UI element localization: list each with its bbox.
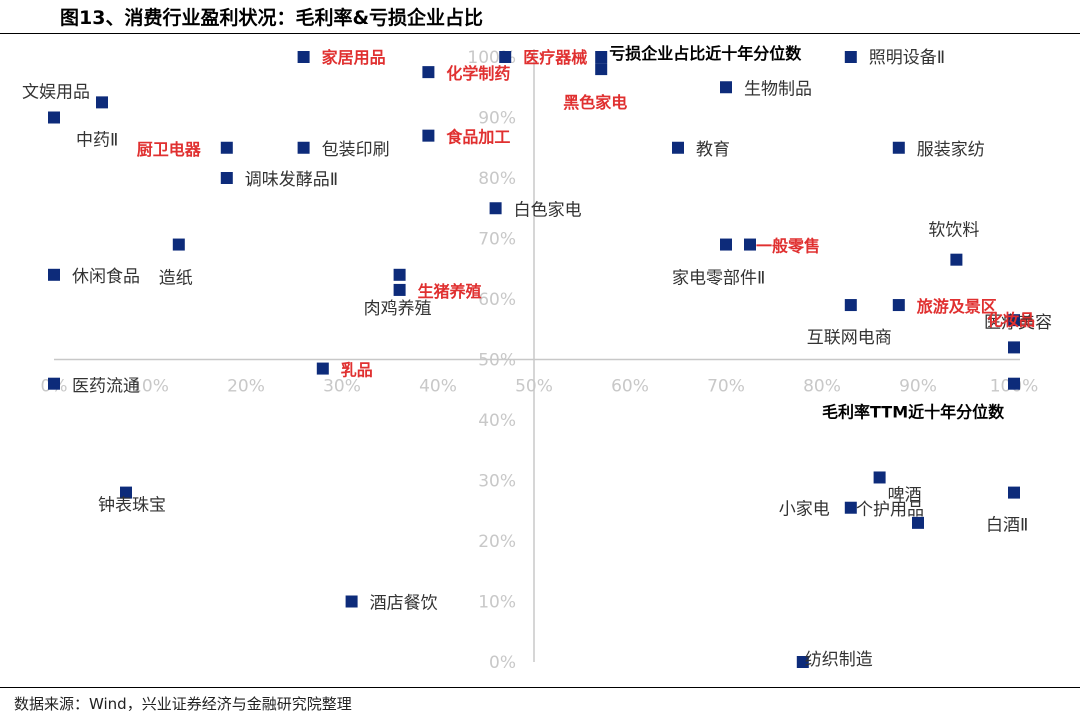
y-tick-label: 50%	[478, 351, 516, 371]
data-point	[744, 238, 756, 251]
data-point	[672, 141, 684, 154]
data-point	[393, 268, 406, 281]
point-label: 化妆品	[987, 310, 1035, 329]
point-label: 白色家电	[514, 200, 582, 220]
point-label: 互联网电商	[807, 328, 892, 348]
point-label: 钟表珠宝	[98, 496, 166, 516]
data-point	[892, 141, 905, 154]
data-point	[892, 299, 905, 312]
data-point	[220, 141, 233, 154]
point-label: 家电零部件Ⅱ	[672, 269, 765, 289]
bottom-rule	[0, 687, 1080, 688]
data-point	[48, 377, 60, 390]
data-point	[297, 51, 310, 63]
point-label: 照明设备Ⅱ	[869, 48, 945, 68]
data-point	[120, 486, 132, 499]
point-label: 食品加工	[445, 128, 510, 147]
point-label: 化学制药	[446, 64, 510, 83]
point-label: 旅游及景区	[917, 297, 997, 316]
point-label: 服装家纺	[917, 140, 985, 160]
point-label: 教育	[696, 140, 730, 160]
top-rule	[0, 33, 1080, 34]
data-point	[595, 51, 608, 63]
x-tick-label: 70%	[707, 377, 745, 397]
data-point	[499, 51, 512, 63]
data-point	[393, 283, 406, 296]
data-point	[220, 172, 233, 184]
data-point	[873, 471, 886, 484]
data-point	[844, 501, 857, 514]
data-point	[172, 238, 185, 251]
data-point	[1008, 486, 1020, 499]
data-point	[1008, 377, 1020, 390]
data-point	[796, 656, 809, 668]
data-point	[489, 202, 502, 215]
point-label: 小家电	[779, 500, 830, 520]
data-point	[96, 96, 108, 109]
y-tick-label: 0%	[489, 653, 516, 673]
point-label: 中药Ⅱ	[76, 131, 118, 151]
point-label: 一般零售	[756, 237, 820, 256]
data-point	[720, 81, 732, 94]
x-tick-label: 90%	[899, 377, 937, 397]
point-label: 黑色家电	[563, 93, 627, 112]
y-tick-label: 30%	[478, 472, 516, 492]
point-label: 家居用品	[322, 48, 386, 67]
y-tick-label: 90%	[478, 109, 516, 129]
axis-title: 亏损企业占比近十年分位数	[609, 44, 802, 63]
y-tick-label: 10%	[478, 593, 516, 613]
data-point	[844, 51, 857, 63]
data-point	[1008, 341, 1020, 354]
y-tick-label: 20%	[478, 532, 516, 552]
data-point	[595, 63, 608, 76]
data-point	[48, 111, 60, 124]
point-label: 生猪养殖	[418, 282, 482, 301]
data-point	[950, 253, 963, 266]
data-point	[422, 66, 435, 79]
y-tick-label: 80%	[478, 169, 516, 189]
x-tick-label: 80%	[803, 377, 841, 397]
figure-title: 图13、消费行业盈利状况：毛利率&亏损企业占比	[60, 7, 484, 29]
data-point	[720, 238, 732, 251]
point-label: 医疗美容	[984, 313, 1052, 333]
point-label: 休闲食品	[72, 267, 140, 287]
point-label: 厨卫电器	[137, 140, 202, 159]
data-point	[912, 516, 924, 529]
data-point	[422, 129, 435, 142]
point-label: 纺织制造	[805, 650, 873, 670]
data-point	[48, 268, 60, 281]
x-tick-label: 40%	[419, 377, 457, 397]
point-label: 造纸	[159, 269, 193, 289]
point-label: 肉鸡养殖	[364, 299, 432, 319]
point-label: 文娱用品	[22, 82, 90, 102]
x-tick-label: 10%	[131, 377, 169, 397]
point-label: 白酒Ⅱ	[986, 516, 1028, 536]
data-point	[316, 362, 329, 375]
x-tick-label: 30%	[323, 377, 361, 397]
point-label: 医药流通	[72, 377, 140, 397]
data-point	[345, 595, 358, 608]
y-tick-label: 60%	[478, 290, 516, 310]
y-tick-label: 40%	[478, 411, 516, 431]
point-label: 调味发酵品Ⅱ	[245, 170, 338, 190]
axes	[54, 49, 1020, 662]
point-label: 酒店餐饮	[370, 594, 438, 614]
x-tick-label: 20%	[227, 377, 265, 397]
data-point	[297, 141, 310, 154]
point-label: 乳品	[341, 361, 373, 380]
point-label: 个护用品	[856, 500, 924, 520]
point-label: 医疗器械	[523, 48, 587, 67]
source-note: 数据来源：Wind，兴业证券经济与金融研究院整理	[14, 695, 352, 713]
point-label: 生物制品	[744, 79, 812, 99]
point-label: 啤酒	[888, 485, 922, 505]
point-label: 包装印刷	[322, 140, 390, 160]
x-tick-label: 60%	[611, 377, 649, 397]
data-point	[1008, 314, 1020, 327]
point-label: 软饮料	[928, 221, 979, 241]
data-point	[844, 299, 857, 312]
axis-title: 毛利率TTM近十年分位数	[822, 403, 1005, 422]
y-tick-label: 70%	[478, 230, 516, 250]
